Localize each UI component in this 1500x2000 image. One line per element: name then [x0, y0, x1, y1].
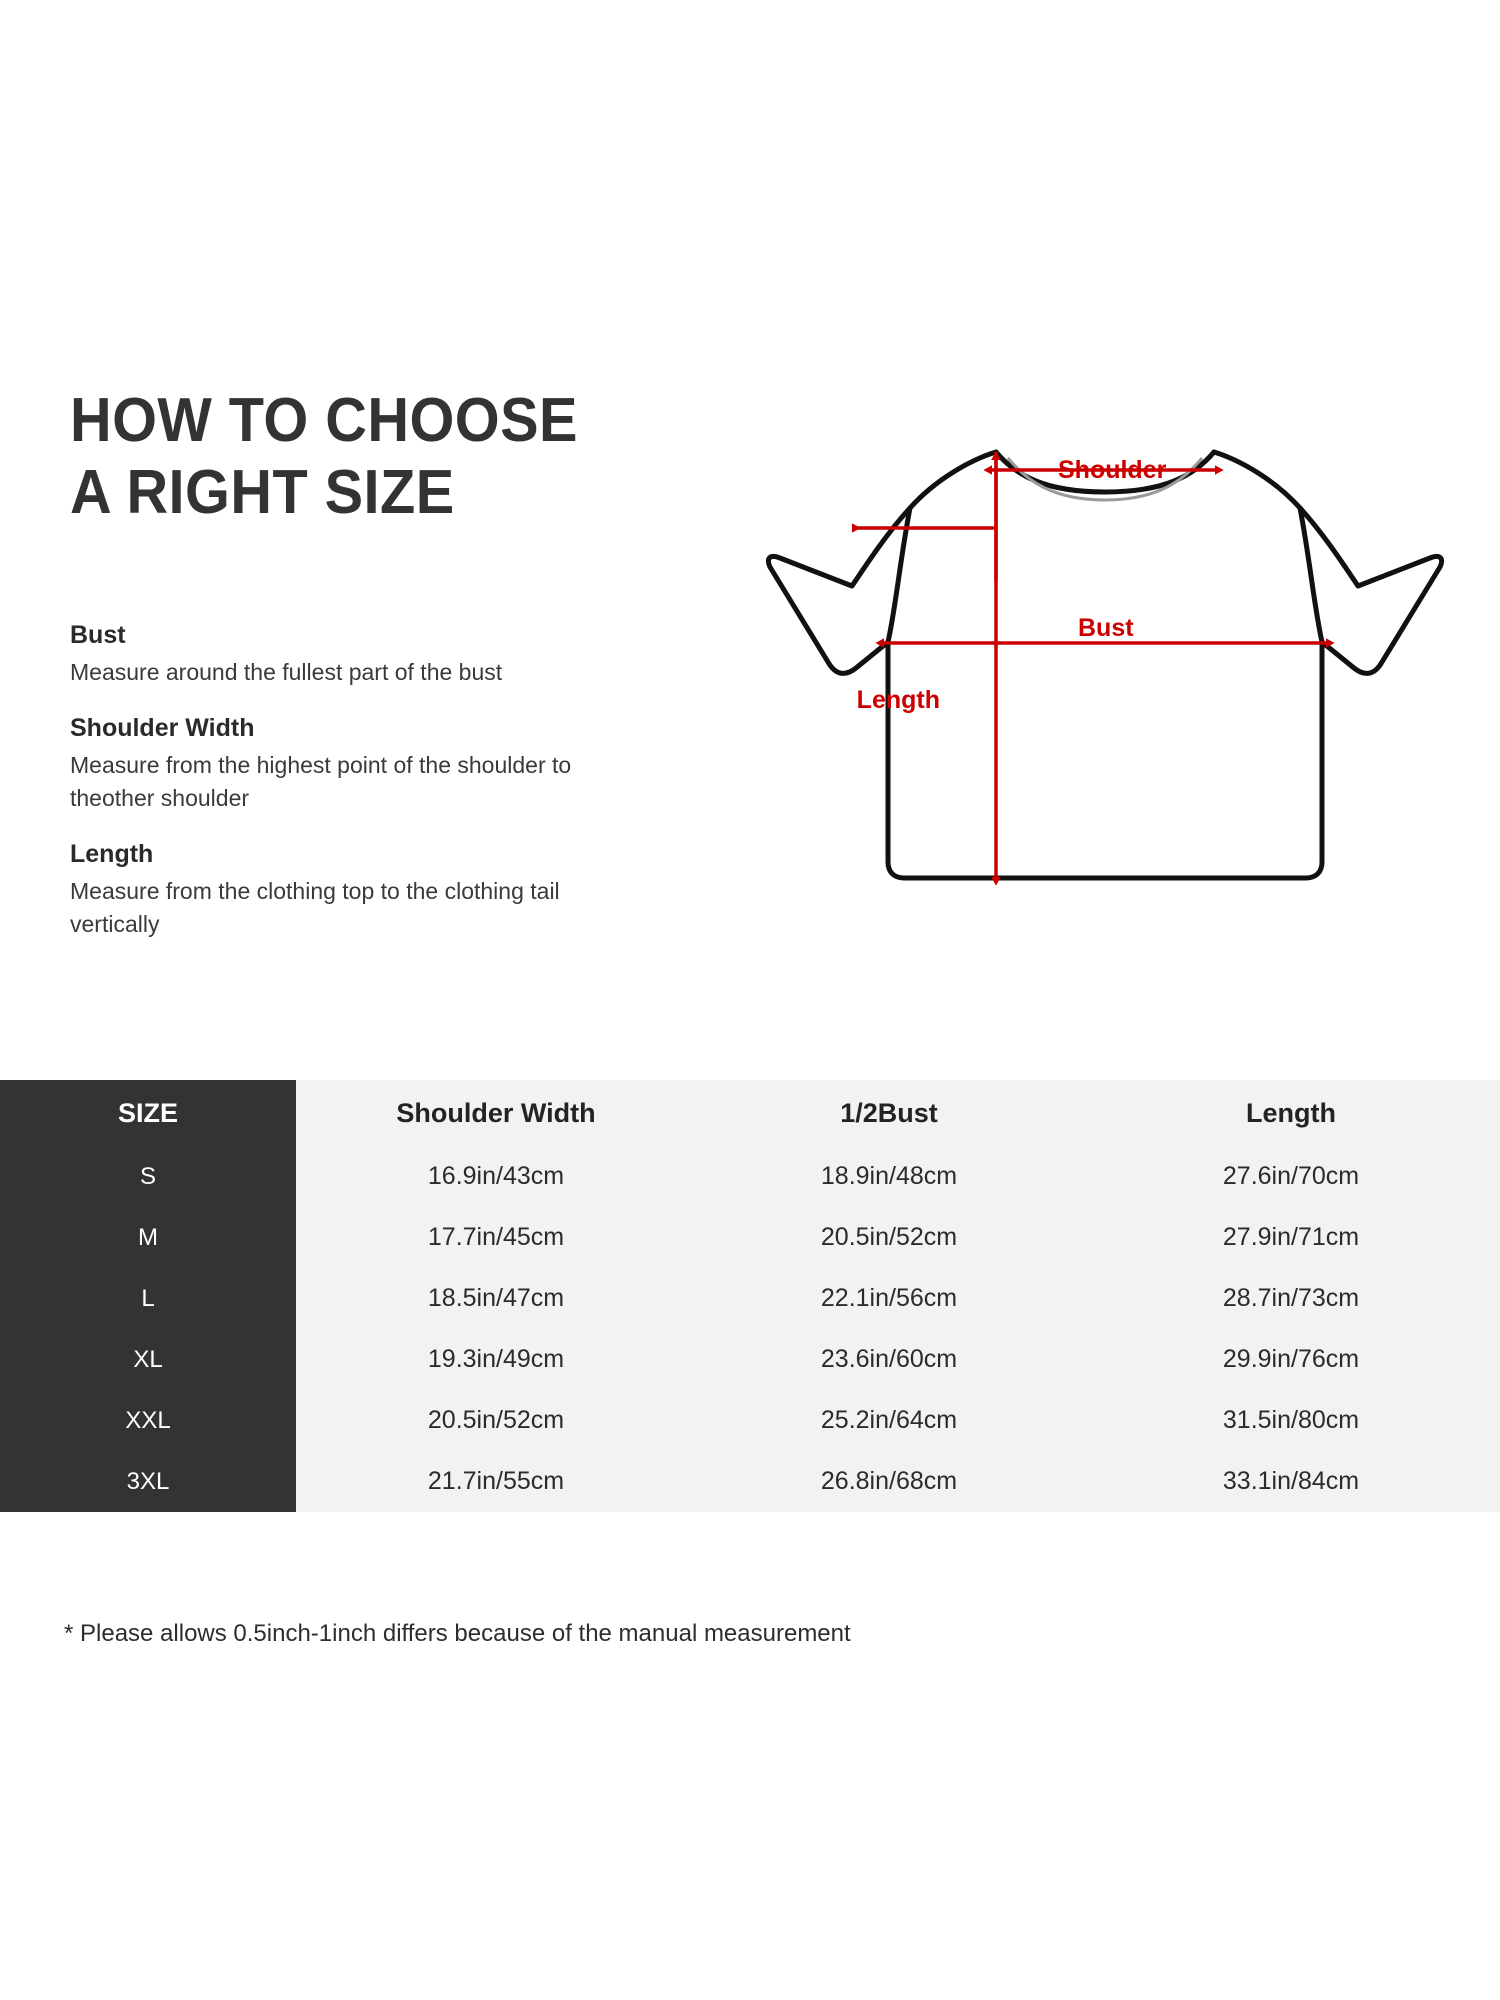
bust-measurement-annotation: Bust: [875, 614, 1335, 648]
cell-length: 27.6in/70cm: [1082, 1146, 1500, 1207]
cell-length: 27.9in/71cm: [1082, 1207, 1500, 1268]
cell-half-bust: 23.6in/60cm: [696, 1329, 1082, 1390]
definition-shoulder-width-description: Measure from the highest point of the sh…: [70, 752, 572, 811]
cell-shoulder-width: 17.7in/45cm: [296, 1207, 696, 1268]
bust-label: Bust: [1078, 614, 1134, 642]
tshirt-measurement-diagram: Shoulder Bust Length: [760, 380, 1450, 1020]
table-row: XL 19.3in/49cm 23.6in/60cm 29.9in/76cm: [0, 1329, 1500, 1390]
tshirt-collar-inner: [1006, 457, 1204, 502]
cell-half-bust: 20.5in/52cm: [696, 1207, 1082, 1268]
table-row: S 16.9in/43cm 18.9in/48cm 27.6in/70cm: [0, 1146, 1500, 1207]
cell-shoulder-width: 16.9in/43cm: [296, 1146, 696, 1207]
column-header-size: SIZE: [0, 1080, 296, 1146]
table-row: M 17.7in/45cm 20.5in/52cm 27.9in/71cm: [0, 1207, 1500, 1268]
definition-length: Length Measure from the clothing top to …: [70, 837, 690, 941]
column-header-length: Length: [1082, 1080, 1500, 1146]
column-header-shoulder-width: Shoulder Width: [296, 1080, 696, 1146]
cell-half-bust: 25.2in/64cm: [696, 1390, 1082, 1451]
cell-half-bust: 22.1in/56cm: [696, 1268, 1082, 1329]
cell-shoulder-width: 19.3in/49cm: [296, 1329, 696, 1390]
cell-size: XXL: [0, 1390, 296, 1451]
definition-bust-description: Measure around the fullest part of the b…: [70, 659, 503, 685]
table-header-row: SIZE Shoulder Width 1/2Bust Length: [0, 1080, 1500, 1146]
cell-size: S: [0, 1146, 296, 1207]
size-table: SIZE Shoulder Width 1/2Bust Length S 16.…: [0, 1080, 1500, 1512]
cell-size: 3XL: [0, 1451, 296, 1512]
cell-shoulder-width: 21.7in/55cm: [296, 1451, 696, 1512]
cell-size: L: [0, 1268, 296, 1329]
cell-shoulder-width: 20.5in/52cm: [296, 1390, 696, 1451]
tshirt-outline: [765, 449, 1445, 881]
definition-length-term: Length: [70, 840, 154, 868]
column-header-half-bust: 1/2Bust: [696, 1080, 1082, 1146]
cell-shoulder-width: 18.5in/47cm: [296, 1268, 696, 1329]
length-label: Length: [857, 686, 940, 714]
measurement-definitions: Bust Measure around the fullest part of …: [70, 618, 690, 963]
cell-size: XL: [0, 1329, 296, 1390]
page-title-line-2: A RIGHT SIZE: [70, 458, 455, 527]
table-row: L 18.5in/47cm 22.1in/56cm 28.7in/73cm: [0, 1268, 1500, 1329]
cell-length: 28.7in/73cm: [1082, 1268, 1500, 1329]
cell-size: M: [0, 1207, 296, 1268]
cell-length: 29.9in/76cm: [1082, 1329, 1500, 1390]
definition-bust-term: Bust: [70, 621, 126, 649]
table-row: XXL 20.5in/52cm 25.2in/64cm 31.5in/80cm: [0, 1390, 1500, 1451]
cell-length: 31.5in/80cm: [1082, 1390, 1500, 1451]
definition-shoulder-width: Shoulder Width Measure from the highest …: [70, 711, 690, 815]
page-title: HOW TO CHOOSE A RIGHT SIZE: [70, 385, 710, 529]
definition-shoulder-width-term: Shoulder Width: [70, 714, 255, 742]
length-measurement-annotation: Length: [857, 451, 1001, 886]
definition-bust: Bust Measure around the fullest part of …: [70, 618, 690, 689]
measurement-disclaimer: * Please allows 0.5inch-1inch differs be…: [64, 1620, 851, 1647]
cell-half-bust: 18.9in/48cm: [696, 1146, 1082, 1207]
cell-half-bust: 26.8in/68cm: [696, 1451, 1082, 1512]
definition-length-description: Measure from the clothing top to the clo…: [70, 878, 560, 937]
table-row: 3XL 21.7in/55cm 26.8in/68cm 33.1in/84cm: [0, 1451, 1500, 1512]
cell-length: 33.1in/84cm: [1082, 1451, 1500, 1512]
shoulder-label: Shoulder: [1058, 456, 1167, 484]
size-table-container: SIZE Shoulder Width 1/2Bust Length S 16.…: [0, 1080, 1500, 1512]
page-title-line-1: HOW TO CHOOSE: [70, 386, 578, 455]
